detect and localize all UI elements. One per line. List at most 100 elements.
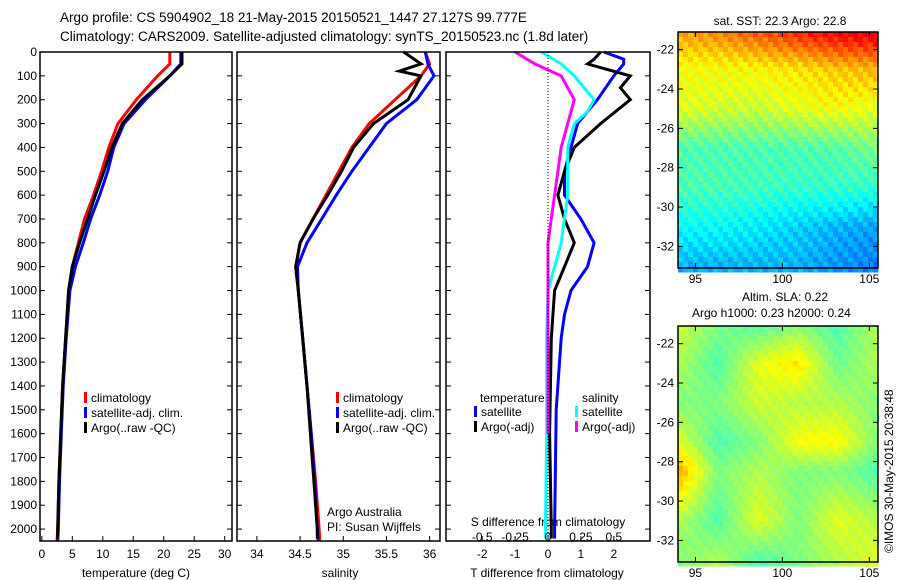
map-cell [723,356,729,362]
map-cell [833,416,839,422]
map-cell [678,381,684,387]
map-cell [763,336,769,342]
map-cell [828,147,834,153]
map-cell [858,506,864,512]
map-cell [863,496,869,502]
map-cell [858,187,864,193]
map-cell [843,162,849,168]
map-cell [848,556,854,562]
map-cell [853,242,859,248]
map-cell [803,556,809,562]
map-cell [733,371,739,377]
map-cell [678,147,684,153]
map-cell [688,162,694,168]
map-cell [718,386,724,392]
map-cell [738,167,744,173]
map-cell [708,476,714,482]
map-cell [703,511,709,517]
map-cell [858,486,864,492]
map-cell [808,386,814,392]
map-cell [833,556,839,562]
map-cell [803,386,809,392]
map-cell [808,117,814,123]
map-cell [753,57,759,63]
map-cell [833,142,839,148]
map-cell [808,162,814,168]
map-cell [763,541,769,547]
map-cell [783,471,789,477]
map-cell [823,501,829,507]
map-cell [868,456,874,462]
map-cell [698,401,704,407]
map-cell [873,546,879,552]
map-cell [688,356,694,362]
map-cell [873,326,879,332]
map-cell [828,506,834,512]
map-cell [693,142,699,148]
map-cell [693,501,699,507]
map-cell [703,207,709,213]
map-cell [838,212,844,218]
map-cell [758,406,764,412]
map-cell [843,436,849,442]
map-cell [833,341,839,347]
map-cell [773,152,779,158]
map-cell [688,431,694,437]
map-cell [733,92,739,98]
map-cell [783,446,789,452]
map-cell [713,381,719,387]
map-cell [868,481,874,487]
map-cell [718,217,724,223]
map-cell [753,82,759,88]
map-cell [793,167,799,173]
map-cell [758,257,764,263]
map-cell [788,336,794,342]
map-cell [703,536,709,542]
map-cell [848,541,854,547]
map-cell [738,32,744,38]
map-cell [808,496,814,502]
map-cell [823,476,829,482]
map-cell [793,162,799,168]
map-cell [763,137,769,143]
map-cell [828,187,834,193]
map-cell [778,351,784,357]
map-cell [728,242,734,248]
map-cell [728,521,734,527]
map-cell [728,401,734,407]
map-cell [753,366,759,372]
map-cell [738,371,744,377]
map-cell [828,62,834,68]
map-cell [848,396,854,402]
map-cell [778,202,784,208]
map-cell [708,267,714,273]
map-cell [698,177,704,183]
map-cell [783,62,789,68]
map-cell [863,257,869,263]
map-cell [833,72,839,78]
map-cell [848,77,854,83]
map-cell [718,546,724,552]
map-cell [733,237,739,243]
map-cell [753,172,759,178]
map-cell [708,222,714,228]
map-cell [863,516,869,522]
map-cell [813,182,819,188]
map-cell [788,391,794,397]
map-cell [768,496,774,502]
map-cell [803,202,809,208]
map-cell [788,222,794,228]
map-cell [713,37,719,43]
map-cell [768,152,774,158]
map-cell [683,162,689,168]
map-cell [733,466,739,472]
map-cell [728,506,734,512]
map-cell [688,466,694,472]
map-cell [723,107,729,113]
map-cell [828,77,834,83]
map-cell [863,142,869,148]
map-cell [733,516,739,522]
map-cell [723,531,729,537]
map-cell [868,361,874,367]
map-cell [858,167,864,173]
